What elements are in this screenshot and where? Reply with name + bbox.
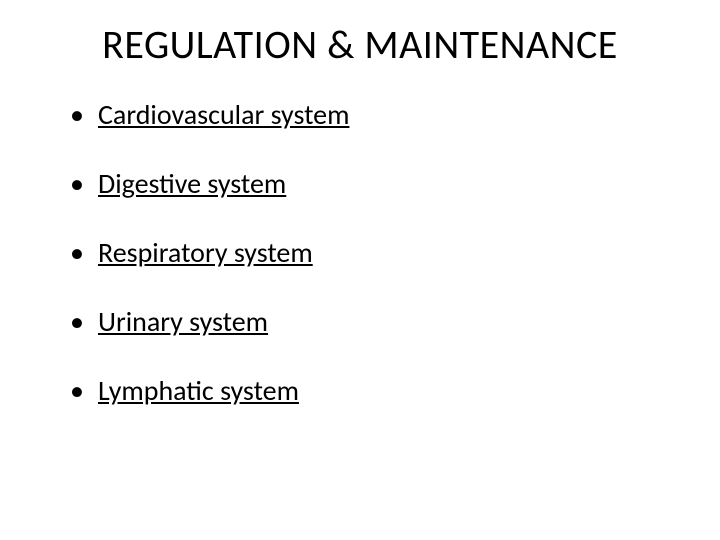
slide-title: REGULATION & MAINTENANCE: [50, 20, 670, 69]
bullet-list: Cardiovascular system Digestive system R…: [50, 97, 670, 408]
list-item-text: Cardiovascular system: [98, 97, 349, 132]
list-item: Cardiovascular system: [70, 97, 670, 132]
list-item: Respiratory system: [70, 235, 670, 270]
list-item-text: Urinary system: [98, 304, 268, 339]
list-item: Digestive system: [70, 166, 670, 201]
list-item: Urinary system: [70, 304, 670, 339]
list-item-text: Digestive system: [98, 166, 286, 201]
list-item: Lymphatic system: [70, 373, 670, 408]
list-item-text: Respiratory system: [98, 235, 313, 270]
list-item-text: Lymphatic system: [98, 373, 299, 408]
slide: REGULATION & MAINTENANCE Cardiovascular …: [0, 0, 720, 540]
